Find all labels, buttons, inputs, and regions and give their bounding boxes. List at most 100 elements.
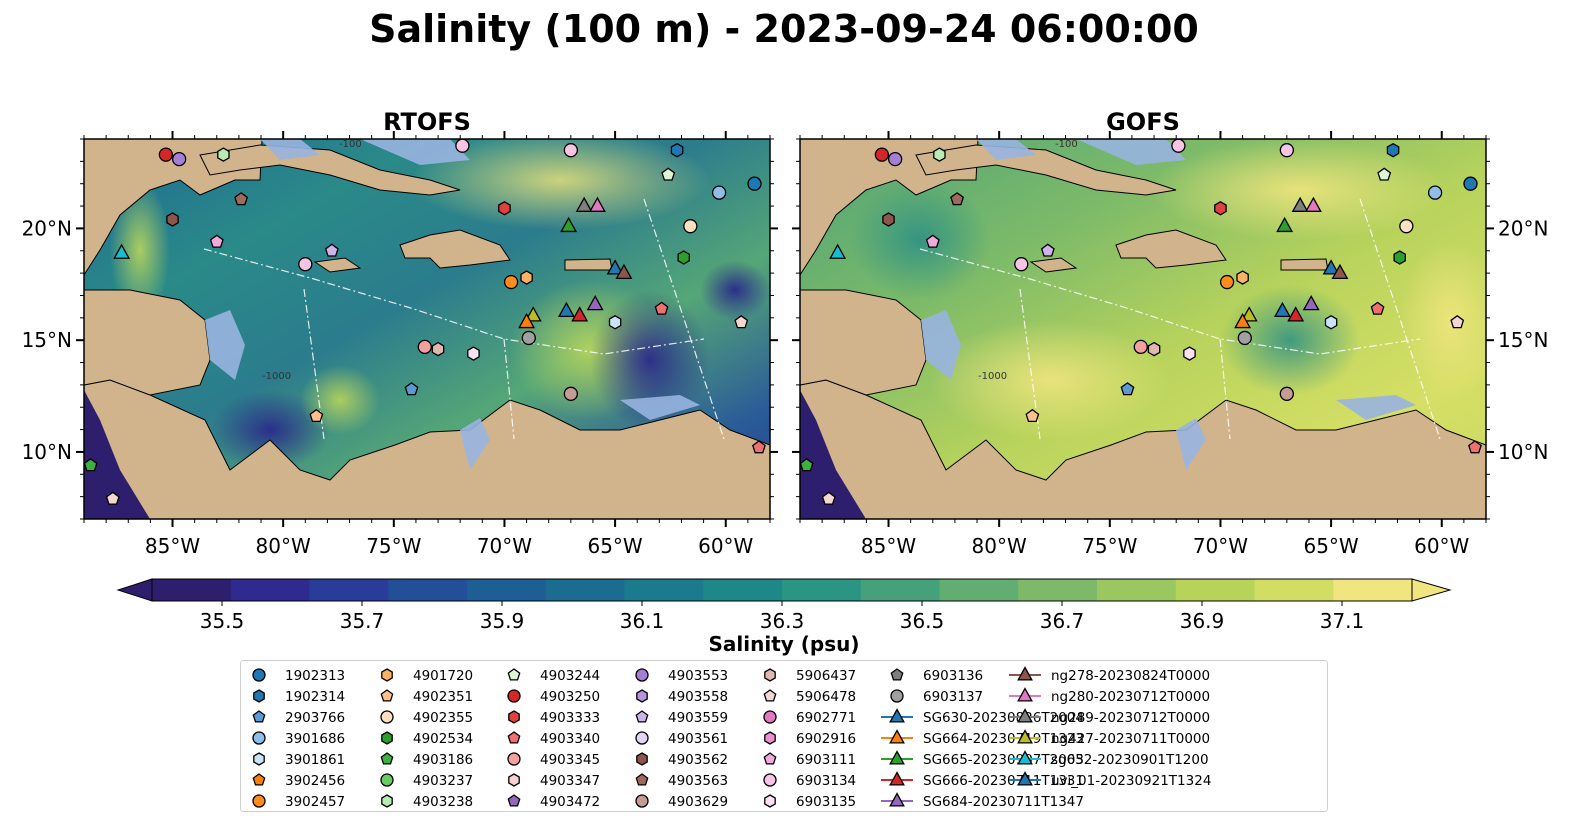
- legend-label: ng278-20230824T0000: [1051, 668, 1210, 684]
- legend-label: ng427-20230711T0000: [1051, 731, 1210, 747]
- float-marker-2903766: [1120, 382, 1135, 396]
- colorbar-segment: [309, 579, 389, 601]
- float-marker-4902534: [1393, 250, 1406, 265]
- contour-label: -100: [339, 139, 362, 150]
- legend-entries: 1902313 1902314 2903766 3901686 3901861 39024…: [252, 666, 1211, 810]
- legend-label: 5906478: [796, 689, 856, 705]
- float-marker-4903553: [172, 151, 187, 167]
- legend-label: SG665-20230907T2003: [923, 752, 1084, 768]
- legend-marker: [252, 731, 266, 745]
- colorbar-segment: [939, 579, 1019, 601]
- float-marker-6903134b: [1171, 139, 1186, 153]
- legend-label: 4903559: [668, 710, 728, 726]
- legend-marker: [764, 668, 776, 682]
- colorbar-tick-label: 36.9: [1180, 609, 1225, 633]
- legend-label: 6903135: [796, 794, 856, 810]
- legend-marker: [889, 792, 905, 807]
- colorbar-tick-label: 36.7: [1040, 609, 1085, 633]
- float-marker-4903563: [234, 192, 249, 206]
- lon-tick-label: 65°W: [587, 534, 642, 558]
- legend-marker: [1017, 687, 1033, 702]
- glider-marker-ng280-20230712T0000: [588, 196, 606, 212]
- float-marker-4902351: [1025, 408, 1040, 423]
- rtofs-map-frame: [83, 138, 771, 520]
- float-marker-4903340b: [1468, 440, 1482, 454]
- float-marker-4903244: [661, 167, 676, 181]
- legend-label: 4903345: [540, 752, 600, 768]
- legend-label: 3901861: [285, 752, 345, 768]
- rtofs-yucatan-tongue: [110, 180, 170, 320]
- float-marker-4903559: [324, 243, 339, 257]
- legend-marker: [381, 668, 393, 682]
- glider-marker-SG684-20230711T1347: [1302, 295, 1320, 311]
- legend-marker: [381, 794, 393, 808]
- legend-marker: [635, 794, 649, 808]
- lon-tick-label: 60°W: [698, 534, 753, 558]
- float-marker-4903238: [933, 147, 946, 162]
- colorbar-segment: [860, 579, 940, 601]
- colorbar-segment: [1254, 579, 1334, 601]
- float-marker-5906478: [734, 314, 749, 329]
- float-marker-6903134: [298, 257, 313, 272]
- legend-label: SG630-20230826T2004: [923, 710, 1084, 726]
- rtofs-land: [84, 139, 770, 519]
- float-marker-1902314: [670, 142, 684, 158]
- colorbar: 35.5 35.7 35.9 36.1 36.3 36.5 36.7 36.9 37.1: [116, 578, 1452, 633]
- legend-marker: [507, 731, 521, 744]
- float-marker-4903340: [1370, 301, 1385, 315]
- float-marker-4903345: [417, 339, 432, 355]
- legend-label: 2903766: [285, 710, 345, 726]
- legend-label: 4903340: [540, 731, 600, 747]
- lat-tick-label: 15°N: [1498, 328, 1548, 352]
- legend-label: 4903186: [413, 752, 473, 768]
- colorbar-tick-label: 37.1: [1320, 609, 1365, 633]
- colorbar-tick-label: 35.5: [200, 609, 245, 633]
- float-marker-6903134b: [455, 139, 470, 153]
- gofs-shelf: [921, 139, 1416, 470]
- lon-tick-label: 65°W: [1303, 534, 1358, 558]
- legend-label: 4903472: [540, 794, 600, 810]
- legend-label: 4903347: [540, 773, 600, 789]
- legend-marker: [507, 689, 521, 703]
- float-marker-4903333: [1214, 201, 1227, 216]
- float-marker-6903134: [1014, 257, 1029, 272]
- lon-tick-label: 75°W: [366, 534, 421, 558]
- gofs-south-high: [930, 320, 1170, 440]
- gofs-central-eddy: [1220, 285, 1360, 395]
- legend-label: 6902771: [796, 710, 856, 726]
- legend-marker: [636, 689, 648, 703]
- legend-label: 6903136: [923, 668, 983, 684]
- rtofs-shelf: [205, 139, 700, 470]
- legend-marker: [635, 731, 649, 745]
- panel-title-rtofs: RTOFS: [383, 108, 471, 136]
- lat-tick-label: 10°N: [22, 440, 72, 464]
- colorbar-segment: [1333, 579, 1413, 601]
- colorbar-tick-label: 36.5: [900, 609, 945, 633]
- legend-marker: [889, 708, 905, 723]
- legend-label: 4903333: [540, 710, 600, 726]
- float-marker-1902314: [1386, 142, 1400, 158]
- float-marker-4903250: [874, 147, 890, 162]
- float-marker-6903134c: [563, 143, 578, 158]
- legend-label: 4903563: [668, 773, 728, 789]
- colorbar-extend-min: [116, 578, 153, 602]
- glider-marker-SG684-20230711T1347: [586, 295, 604, 311]
- legend-label: 4903237: [413, 773, 473, 789]
- float-marker-5906478b: [821, 491, 836, 505]
- legend-marker: [253, 689, 265, 703]
- legend-marker: [252, 773, 266, 786]
- legend-marker: [636, 752, 648, 766]
- colorbar-segment: [624, 579, 704, 601]
- legend-label: ng289-20230712T0000: [1051, 710, 1210, 726]
- legend-marker: [1017, 750, 1033, 765]
- legend-label: 3901686: [285, 731, 345, 747]
- float-marker-5906478b: [105, 491, 120, 505]
- legend-label: 6903137: [923, 689, 983, 705]
- float-marker-4903559: [1040, 243, 1055, 257]
- legend-label: ng280-20230712T0000: [1051, 689, 1210, 705]
- gofs-axes: 85°W 80°W 75°W 70°W 65°W 60°W 10°N 15°N 20°N: [792, 131, 1548, 558]
- float-marker-5906437: [1147, 341, 1161, 357]
- colorbar-segment: [467, 579, 547, 601]
- glider-marker-SG665-20230907T2003: [560, 216, 578, 233]
